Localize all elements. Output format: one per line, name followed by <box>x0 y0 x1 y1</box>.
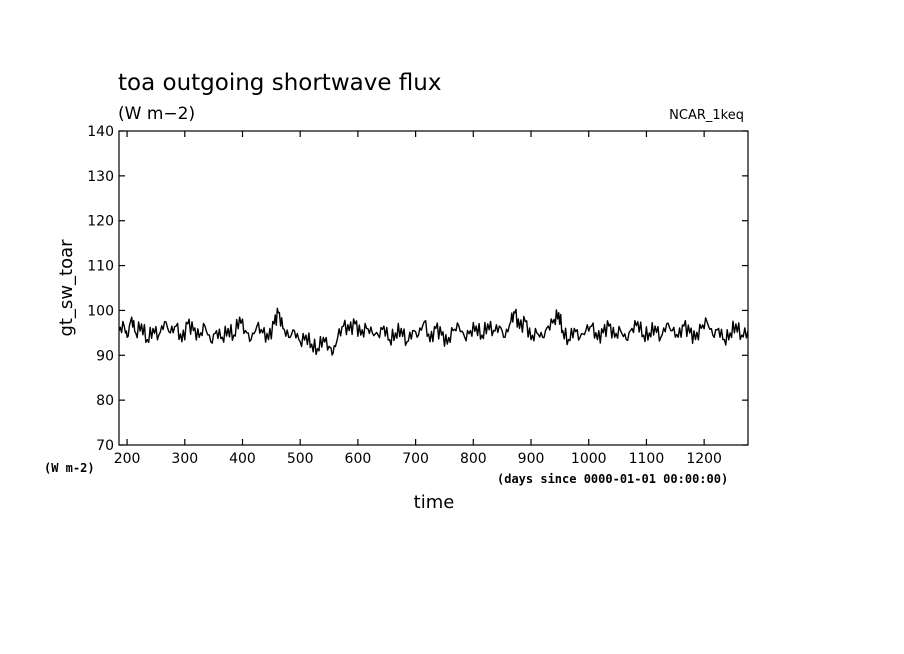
x-tick-label: 800 <box>460 451 487 467</box>
x-tick-label: 300 <box>171 451 198 467</box>
y-tick-label: 140 <box>87 124 114 140</box>
x-tick-label: 700 <box>402 451 429 467</box>
y-tick-label: 90 <box>96 348 114 364</box>
y-tick-label: 70 <box>96 438 114 454</box>
y-tick-label: 130 <box>87 169 114 185</box>
plot-frame <box>118 130 749 446</box>
x-tick-label: 400 <box>229 451 256 467</box>
y-axis-units: (W m-2) <box>44 461 95 475</box>
x-tick-label: 1000 <box>571 451 607 467</box>
chart-title: toa outgoing shortwave flux <box>118 70 441 96</box>
series-line-gt-sw-toar <box>118 307 749 356</box>
y-axis-label: gt_sw_toar <box>56 239 77 337</box>
y-tick-label: 80 <box>96 393 114 409</box>
x-tick-label: 200 <box>114 451 141 467</box>
x-tick-label: 900 <box>518 451 545 467</box>
y-tick-label: 100 <box>87 303 114 319</box>
x-axis: 200 300 400 500 600 700 800 900 1000 1100 1200 <box>114 131 722 467</box>
x-axis-label: time <box>414 492 455 513</box>
x-tick-label: 600 <box>345 451 372 467</box>
source-label: NCAR_1keq <box>669 108 744 123</box>
chart-units: (W m−2) <box>118 104 195 124</box>
y-tick-label: 120 <box>87 214 114 230</box>
x-tick-label: 1100 <box>629 451 665 467</box>
x-axis-units: (days since 0000-01-01 00:00:00) <box>497 472 728 486</box>
series-group <box>118 307 749 356</box>
y-axis: 70 80 90 100 110 120 130 140 <box>87 124 748 454</box>
x-tick-label: 500 <box>287 451 314 467</box>
x-tick-label: 1200 <box>686 451 722 467</box>
y-tick-label: 110 <box>87 259 114 275</box>
